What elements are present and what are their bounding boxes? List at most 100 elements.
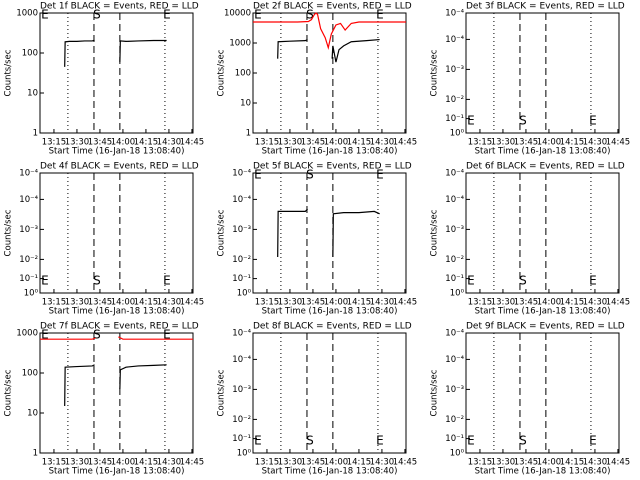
y-tick-label: 10⁻⁴ [445,35,464,45]
x-tick-label: 13:15 [42,138,67,148]
plot-title: Det 2f BLACK = Events, RED = LLD [253,2,412,12]
plot-frame [465,332,620,454]
x-tick-label: 13:45 [88,138,113,148]
y-tick-label: 10⁰ [450,449,465,459]
x-axis-label: Start Time (16-Jan-18 13:08:40) [475,307,611,317]
x-tick-label: 14:45 [393,298,418,308]
x-tick-label: 13:30 [65,298,90,308]
y-tick-label: 10⁻⁴ [19,169,38,179]
x-tick-label: 13:15 [42,298,67,308]
x-tick-label: 13:30 [491,138,516,148]
event-marker: E [376,8,384,22]
y-tick-label: 10⁻⁴ [232,329,251,339]
y-tick-label: 10 [27,409,38,419]
x-tick-label: 13:45 [301,138,326,148]
y-tick-label: 10⁻⁴ [445,195,464,205]
plot-title: Det 3f BLACK = Events, RED = LLD [466,2,625,12]
y-tick-label: 1 [33,129,38,139]
y-tick-label: 10⁰ [450,129,465,139]
x-axis-label: Start Time (16-Jan-18 13:08:40) [475,147,611,157]
x-axis-label: Start Time (16-Jan-18 13:08:40) [262,147,398,157]
data-line [277,208,309,258]
y-tick-label: 10⁻³ [19,225,38,235]
data-line [40,337,96,340]
plot-frame [252,332,407,454]
event-marker: E [376,434,384,448]
y-tick-label: 10 [240,99,251,109]
x-tick-label: 14:30 [157,458,182,468]
plot-frame [465,12,620,134]
x-tick-label: 13:45 [514,458,539,468]
x-tick-label: 13:30 [65,138,90,148]
x-tick-label: 14:45 [393,138,418,148]
x-tick-label: 14:00 [537,458,562,468]
y-tick-label: 10⁻³ [232,225,251,235]
x-tick-label: 13:30 [278,138,303,148]
event-marker: E [467,114,475,128]
event-marker: S [519,274,527,288]
x-tick-label: 14:00 [111,458,136,468]
x-tick-label: 14:00 [537,138,562,148]
x-tick-label: 14:30 [370,458,395,468]
y-tick-label: 10⁻¹ [445,114,464,124]
y-tick-label: 1000 [16,9,38,19]
x-tick-label: 14:15 [134,298,159,308]
y-tick-label: 10⁻¹ [445,434,464,444]
x-tick-label: 13:30 [278,298,303,308]
data-line [119,364,167,389]
x-tick-label: 13:45 [514,138,539,148]
x-tick-label: 13:45 [88,298,113,308]
plot-frame [39,12,194,134]
event-marker: S [519,434,527,448]
x-tick-label: 14:45 [180,458,205,468]
x-tick-label: 14:30 [583,138,608,148]
data-line [277,39,308,59]
x-tick-label: 14:00 [111,138,136,148]
y-tick-label: 10⁻³ [232,385,251,395]
x-tick-label: 14:00 [537,298,562,308]
x-tick-label: 14:30 [157,138,182,148]
y-tick-label: 10⁻² [445,255,464,265]
x-axis-label: Start Time (16-Jan-18 13:08:40) [49,147,185,157]
x-tick-label: 14:45 [606,458,631,468]
x-tick-label: 13:15 [255,298,280,308]
y-tick-label: 10⁻⁴ [232,169,251,179]
x-tick-label: 13:30 [491,298,516,308]
x-tick-label: 14:00 [324,458,349,468]
y-tick-label: 10⁻³ [445,385,464,395]
event-marker: S [306,168,314,182]
x-tick-label: 14:15 [560,458,585,468]
event-marker: S [519,114,527,128]
x-tick-label: 13:15 [468,298,493,308]
x-tick-label: 14:15 [347,298,372,308]
x-tick-label: 14:45 [180,138,205,148]
y-tick-label: 1000 [229,39,251,49]
plot-frame [252,12,407,134]
plot-frame [39,172,194,294]
event-marker: E [41,8,49,22]
x-tick-label: 14:45 [180,298,205,308]
x-tick-label: 13:15 [42,458,67,468]
x-tick-label: 14:15 [560,138,585,148]
y-axis-label: Counts/sec [217,209,227,256]
data-line [118,336,193,340]
event-marker: E [163,8,171,22]
y-tick-label: 10⁰ [237,449,252,459]
y-tick-label: 10⁻⁴ [232,195,251,205]
y-tick-label: 1 [33,449,38,459]
plot-frame [39,332,194,454]
x-tick-label: 13:45 [514,298,539,308]
y-tick-label: 10⁻² [445,95,464,105]
plot-title: Det 7f BLACK = Events, RED = LLD [40,322,199,332]
y-axis-label: Counts/sec [4,369,14,416]
x-tick-label: 13:30 [278,458,303,468]
data-line [332,210,380,258]
y-tick-label: 10⁰ [450,289,465,299]
x-axis-label: Start Time (16-Jan-18 13:08:40) [262,467,398,477]
y-tick-label: 10⁻² [19,255,38,265]
x-tick-label: 14:30 [370,298,395,308]
event-marker: E [163,274,171,288]
y-axis-label: Counts/sec [217,49,227,96]
event-marker: E [589,114,597,128]
